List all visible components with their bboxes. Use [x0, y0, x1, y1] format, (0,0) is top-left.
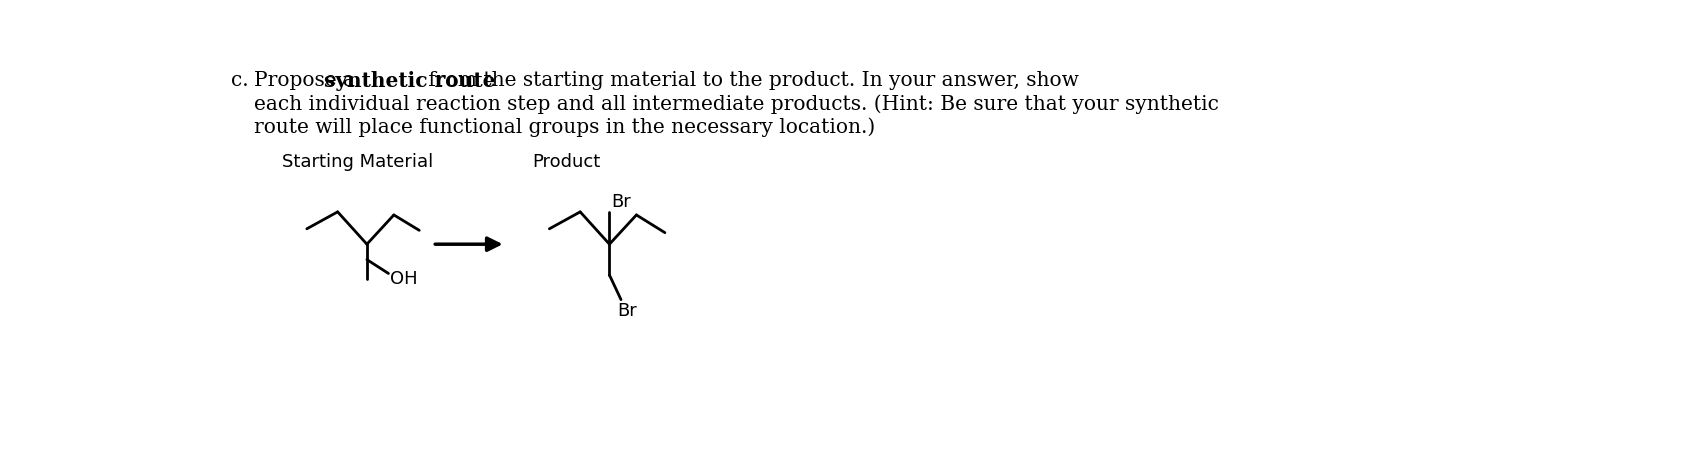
Text: Product: Product	[532, 152, 600, 170]
Text: Br: Br	[610, 193, 631, 211]
Text: Br: Br	[617, 302, 638, 319]
Text: synthetic route: synthetic route	[323, 71, 495, 91]
Text: c.: c.	[231, 71, 248, 90]
Text: Starting Material: Starting Material	[282, 152, 434, 170]
Text: each individual reaction step and all intermediate products. (Hint: Be sure that: each individual reaction step and all in…	[253, 94, 1219, 114]
Text: route will place functional groups in the necessary location.): route will place functional groups in th…	[253, 117, 875, 137]
Text: from the starting material to the product. In your answer, show: from the starting material to the produc…	[422, 71, 1078, 90]
Text: Propose a: Propose a	[253, 71, 360, 90]
Text: OH: OH	[389, 269, 418, 287]
